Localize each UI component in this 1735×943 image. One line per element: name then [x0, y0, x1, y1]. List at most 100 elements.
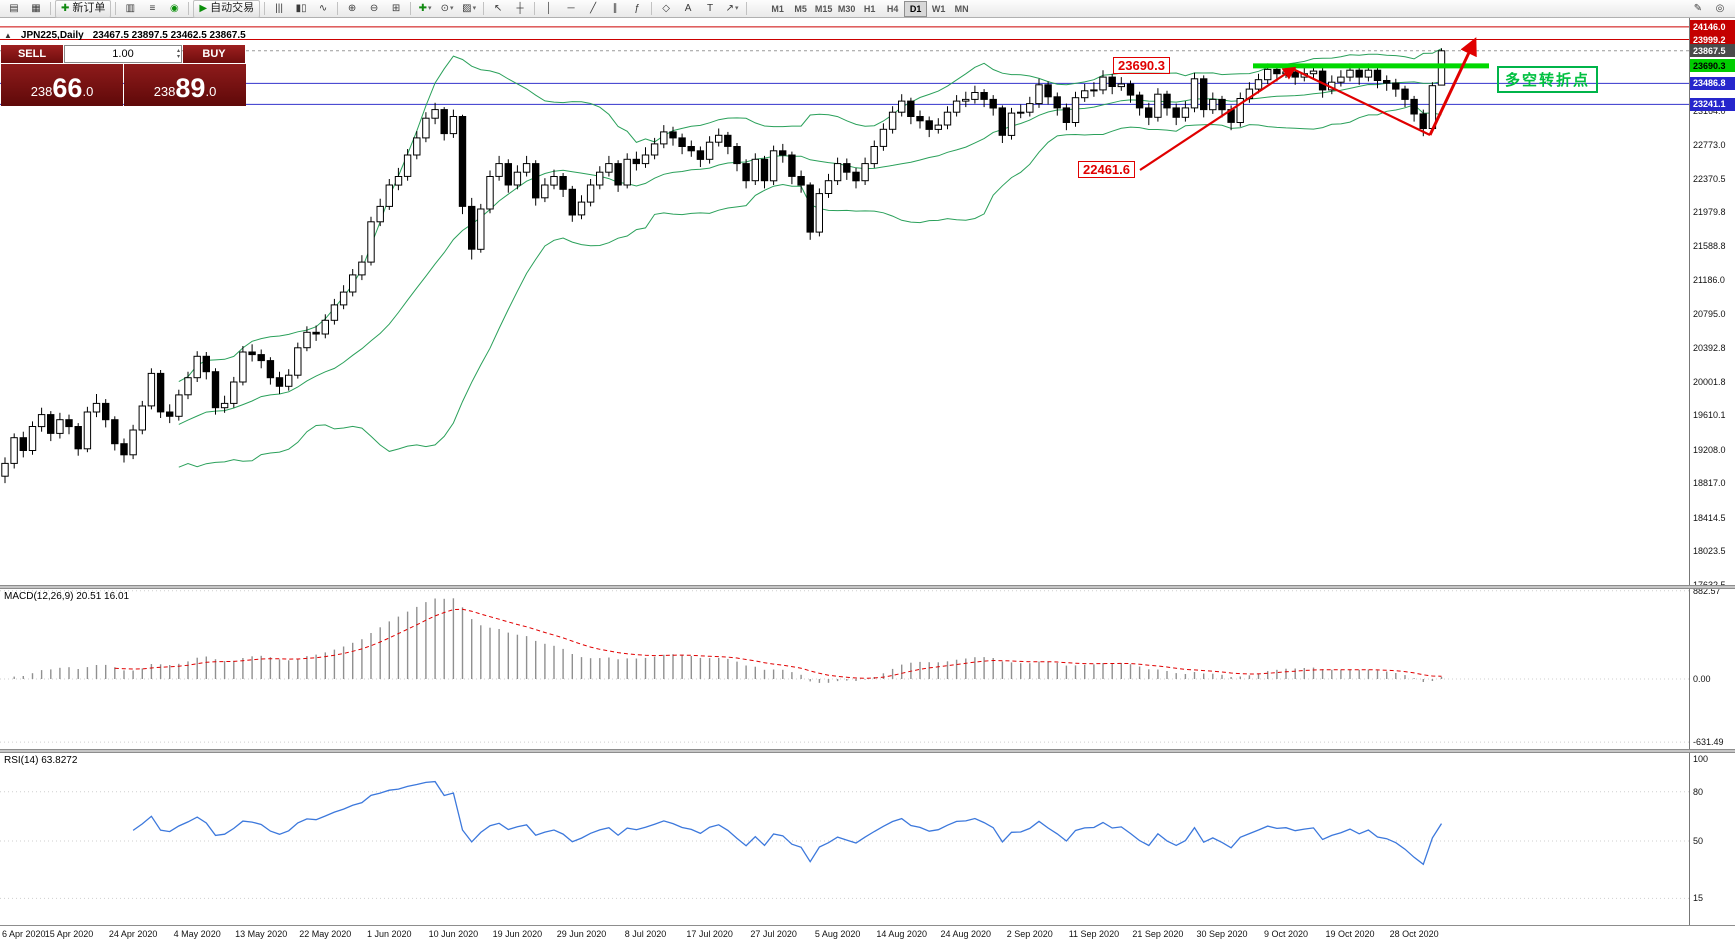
timeframe-buttons: M1 M5 M15 M30 H1 H4 D1 W1 MN	[766, 0, 973, 17]
indicators-button[interactable]: ✚ ▾	[418, 2, 432, 14]
autotrading-button[interactable]: ▶ 自动交易	[193, 0, 261, 18]
price-tick-label: 20392.8	[1693, 343, 1726, 354]
toolbar-separator	[483, 2, 485, 15]
price-tick-label: 19610.1	[1693, 410, 1726, 421]
timeframe-d1-button[interactable]: D1	[904, 0, 928, 17]
macd-scale-label: 0.00	[1693, 674, 1711, 684]
vertical-line-icon[interactable]: │	[545, 2, 553, 14]
chart-title: ▲ JPN225,Daily 23467.5 23897.5 23462.5 2…	[4, 30, 246, 41]
toolbar-right-icons: ✎ ◎	[1687, 1, 1731, 17]
text-label-icon[interactable]: T	[707, 2, 714, 14]
rsi-scale-label: 50	[1693, 836, 1704, 846]
date-label: 19 Oct 2020	[1325, 929, 1375, 939]
arrows-icon[interactable]: ↗ ▾	[725, 2, 739, 14]
date-label: 9 Oct 2020	[1263, 929, 1309, 939]
resistance-price-annotation: 23690.3	[1113, 57, 1170, 74]
bar-chart-type-icon[interactable]: |||	[275, 2, 283, 14]
rsi-scale-label: 80	[1693, 786, 1704, 797]
toolbar-separator	[115, 2, 117, 15]
trendline-icon[interactable]: ╱	[590, 2, 597, 14]
time-axis[interactable]: 6 Apr 2020 15 Apr 2020 24 Apr 2020 4 May 20…	[0, 925, 1735, 943]
tile-windows-icon[interactable]: ⊞	[391, 2, 401, 14]
volume-value: 1.00	[112, 48, 134, 60]
price-line-label: 23241.1	[1690, 97, 1735, 111]
price-tick-label: 21186.0	[1693, 275, 1725, 286]
macd-panel[interactable]: MACD(12,26,9) 20.51 16.01	[0, 589, 1689, 749]
chart-panel[interactable]: ▲ JPN225,Daily 23467.5 23897.5 23462.5 2…	[0, 18, 1689, 585]
toolbar-separator	[264, 2, 266, 15]
crosshair-icon[interactable]: ┼	[516, 2, 524, 14]
shapes-icon[interactable]: ◇	[662, 2, 670, 14]
zoom-out-icon[interactable]: ⊖	[369, 2, 379, 14]
candlestick-chart-type-icon[interactable]: ▮▯	[295, 2, 307, 14]
new-order-button[interactable]: ✚ 新订单	[55, 0, 112, 18]
market-watch-icon[interactable]: ▥	[125, 2, 136, 14]
macd-panel-separator[interactable]	[0, 585, 1735, 589]
toolbar-items: ▤ ▦ ✚ 新订单 ▥ ≡ ◉ ▶ 自动交易 ||| ▮▯ ∿ ⊕ ⊖ ⊞ ✚ ▾ ⊙ ▾ ▨ ▾ ↖ ┼ │ ─ ╱ ∥ ƒ ◇ A T ↗…	[3, 0, 973, 18]
date-label: 28 Oct 2020	[1389, 929, 1439, 939]
macd-scale-label: 882.57	[1693, 585, 1721, 596]
toolbar-separator	[50, 2, 51, 15]
price-line-label: 24146.0	[1690, 20, 1735, 34]
price-tick-label: 19208.0	[1693, 444, 1726, 455]
timeframe-mn-button[interactable]: MN	[954, 3, 969, 14]
date-label: 8 Jul 2020	[624, 929, 667, 939]
buy-button[interactable]: BUY	[183, 45, 245, 63]
timeframe-h4-button[interactable]: H4	[886, 3, 899, 14]
candlestick-chart[interactable]	[0, 18, 1689, 585]
price-line-label: 23999.2	[1690, 33, 1735, 46]
rsi-chart	[0, 780, 1689, 899]
periods-button[interactable]: ⊙ ▾	[440, 2, 454, 14]
price-tick-label: 23164.0	[1693, 106, 1726, 116]
price-axis[interactable]: 23164.0 22773.0 22370.5 21979.8 21588.8 21186…	[1689, 18, 1735, 925]
price-tick-label: 22370.5	[1693, 174, 1726, 184]
timeframe-h1-button[interactable]: H1	[863, 3, 876, 14]
date-label: 24 Aug 2020	[940, 929, 992, 939]
date-label: 30 Sep 2020	[1196, 929, 1248, 939]
volume-input[interactable]: 1.00 ▴ ▾	[64, 45, 182, 63]
macd-chart	[0, 590, 1689, 743]
rsi-scale-label: 15	[1693, 893, 1704, 904]
rsi-panel[interactable]: RSI(14) 63.8272	[0, 753, 1689, 925]
timeframe-m1-button[interactable]: M1	[771, 3, 784, 14]
date-label: 5 Aug 2020	[814, 929, 861, 939]
horizontal-line-icon[interactable]: ─	[567, 2, 575, 14]
text-icon[interactable]: A	[684, 2, 692, 14]
rsi-scale-label: 100	[1693, 754, 1709, 764]
buy-price-display[interactable]: 238 89.0	[124, 64, 246, 106]
date-label: 17 Jul 2020	[686, 929, 733, 939]
sell-button[interactable]: SELL	[1, 45, 63, 63]
timeframe-m30-button[interactable]: M30	[837, 3, 856, 14]
date-label: 2 Sep 2020	[1006, 929, 1053, 939]
fibonacci-icon[interactable]: ƒ	[634, 2, 640, 14]
new-chart-icon[interactable]: ▤	[9, 2, 19, 14]
date-label: 22 May 2020	[299, 929, 352, 939]
price-tick-label: 21588.8	[1693, 240, 1726, 251]
date-label: 11 Sep 2020	[1068, 929, 1120, 939]
rsi-label: RSI(14) 63.8272	[4, 755, 78, 766]
pencil-tool-icon[interactable]: ✎	[1693, 3, 1703, 14]
date-label: 10 Jun 2020	[428, 929, 479, 939]
date-label: 4 May 2020	[173, 929, 221, 939]
volume-stepper[interactable]: ▴ ▾	[176, 48, 180, 60]
chart-profiles-icon[interactable]: ▦	[31, 2, 41, 14]
macd-label: MACD(12,26,9) 20.51 16.01	[4, 591, 130, 602]
cursor-icon[interactable]: ↖	[493, 2, 503, 14]
chart-symbol-icon: ▲	[4, 31, 12, 40]
templates-button[interactable]: ▨ ▾	[462, 2, 477, 14]
ohlc-readout: 23467.5 23897.5 23462.5 23867.5	[92, 30, 246, 41]
timeframe-w1-button[interactable]: W1	[931, 3, 946, 14]
pointer-mode-icon[interactable]: ◎	[1715, 3, 1725, 14]
line-chart-type-icon[interactable]: ∿	[318, 2, 328, 14]
equidistant-channel-icon[interactable]: ∥	[612, 2, 618, 14]
data-window-icon[interactable]: ≡	[149, 2, 156, 14]
rsi-panel-separator[interactable]	[0, 749, 1735, 753]
sell-price-display[interactable]: 238 66.0	[1, 64, 123, 106]
date-label: 13 May 2020	[235, 929, 288, 939]
turning-point-note: 多空转折点	[1497, 66, 1599, 93]
date-label: 27 Jul 2020	[750, 929, 797, 939]
terminal-icon[interactable]: ◉	[170, 2, 179, 14]
zoom-in-icon[interactable]: ⊕	[347, 2, 357, 14]
timeframe-m15-button[interactable]: M15	[814, 3, 833, 14]
timeframe-m5-button[interactable]: M5	[794, 3, 807, 14]
